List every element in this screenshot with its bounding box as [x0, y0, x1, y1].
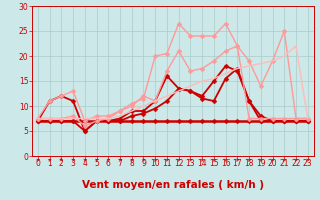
X-axis label: Vent moyen/en rafales ( km/h ): Vent moyen/en rafales ( km/h ) [82, 180, 264, 190]
